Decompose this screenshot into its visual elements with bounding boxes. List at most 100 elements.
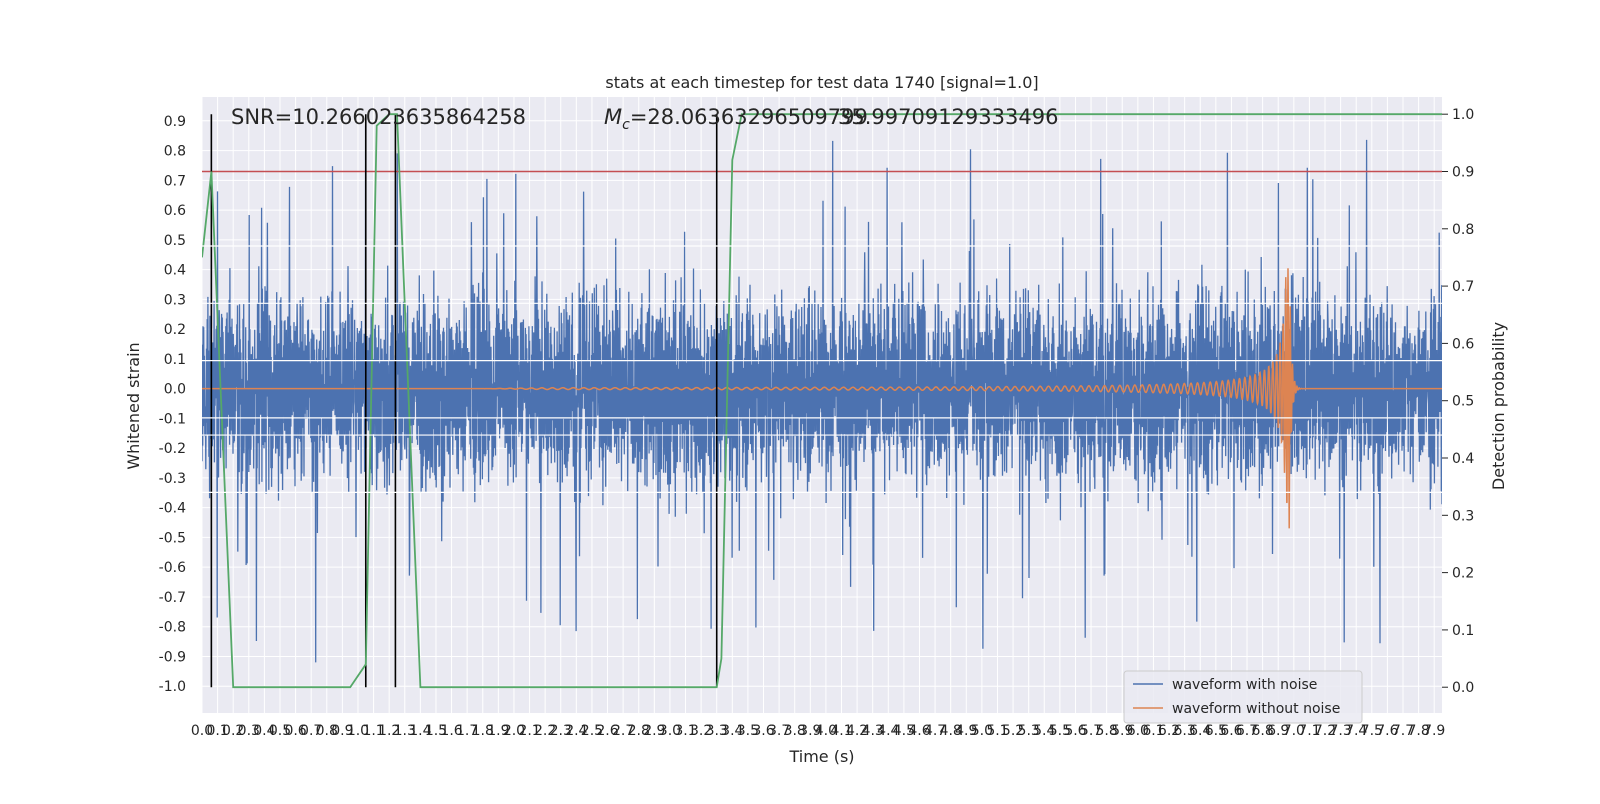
x-tick-label: 2.8 (628, 723, 650, 739)
x-tick-label: 5.0 (971, 723, 993, 739)
x-tick-label: 7.7 (1392, 723, 1414, 739)
y-tick-label: 0.6 (164, 203, 186, 219)
y2-axis-ticks: 1.0 0.9 0.8 0.7 0.6 0.5 0.4 0.3 0.2 0.1 0.0 (1442, 107, 1474, 696)
x-tick-label: 4.3 (862, 723, 884, 739)
y-tick-label: 0.3 (164, 292, 186, 308)
right-axis-grid (202, 245, 1442, 493)
series-detection-probability (202, 113, 1442, 689)
x-tick-label: 6.8 (1251, 723, 1273, 739)
y-tick-label: 0.9 (164, 114, 186, 130)
x-tick-label: 1.7 (456, 723, 478, 739)
x-tick-label: 6.4 (1189, 723, 1211, 739)
x-tick-label: 3.4 (721, 723, 743, 739)
x-tick-label: 0.1 (206, 723, 228, 739)
y-tick-label: -0.1 (159, 411, 186, 427)
x-tick-label: 5.4 (1033, 723, 1055, 739)
x-tick-label: 7.9 (1423, 723, 1445, 739)
x-tick-label: 4.4 (877, 723, 899, 739)
x-tick-label: 6.9 (1267, 723, 1289, 739)
x-tick-label: 0.2 (222, 723, 244, 739)
x-tick-label: 4.9 (955, 723, 977, 739)
x-tick-label: 2.4 (565, 723, 587, 739)
x-tick-label: 5.7 (1080, 723, 1102, 739)
x-tick-label: 0.7 (300, 723, 322, 739)
annotation-chirp-mass-symbol: M (604, 105, 622, 129)
x-tick-label: 6.2 (1158, 723, 1180, 739)
annotation-snr: SNR=10.266023635864258 (231, 105, 526, 129)
x-tick-label: 0.8 (316, 723, 338, 739)
x-tick-label: 5.3 (1018, 723, 1040, 739)
y-tick-label: -0.6 (159, 560, 186, 576)
x-tick-label: 4.7 (924, 723, 946, 739)
x-tick-label: 3.7 (768, 723, 790, 739)
x-tick-label: 2.9 (643, 723, 665, 739)
y2-tick-label: 0.9 (1452, 164, 1474, 180)
x-tick-label: 3.3 (706, 723, 728, 739)
x-tick-label: 6.7 (1236, 723, 1258, 739)
x-tick-label: 6.6 (1220, 723, 1242, 739)
x-tick-label: 1.2 (378, 723, 400, 739)
annotation-chirp-mass-subscript: c (622, 117, 630, 133)
x-tick-label: 5.9 (1111, 723, 1133, 739)
x-tick-label: 0.6 (284, 723, 306, 739)
x-tick-label: 5.5 (1049, 723, 1071, 739)
y2-tick-label: 0.2 (1452, 566, 1474, 582)
x-tick-label: 4.1 (830, 723, 852, 739)
x-tick-label: 2.2 (534, 723, 556, 739)
x-tick-label: 2.6 (596, 723, 618, 739)
x-tick-label: 2.5 (581, 723, 603, 739)
y2-tick-label: 0.5 (1452, 394, 1474, 410)
x-tick-label: 0.4 (253, 723, 275, 739)
x-tick-label: 7.3 (1329, 723, 1351, 739)
x-tick-label: 6.5 (1205, 723, 1227, 739)
x-tick-label: 2.7 (612, 723, 634, 739)
x-tick-label: 3.6 (752, 723, 774, 739)
x-tick-label: 3.9 (799, 723, 821, 739)
y-tick-label: 0.5 (164, 233, 186, 249)
x-tick-label: 5.2 (1002, 723, 1024, 739)
x-tick-label: 7.4 (1345, 723, 1367, 739)
x-tick-label: 3.1 (674, 723, 696, 739)
y-axis-label: Whitened strain (124, 342, 143, 469)
x-tick-label: 3.0 (659, 723, 681, 739)
y-tick-label: -0.7 (159, 590, 186, 606)
x-tick-label: 6.1 (1142, 723, 1164, 739)
x-tick-label: 1.6 (440, 723, 462, 739)
y-tick-label: 0.8 (164, 144, 186, 160)
x-tick-label: 4.2 (846, 723, 868, 739)
x-tick-label: 4.8 (940, 723, 962, 739)
x-tick-label: 2.0 (503, 723, 525, 739)
x-tick-label: 7.6 (1376, 723, 1398, 739)
x-tick-label: 2.3 (550, 723, 572, 739)
y-tick-label: -0.4 (159, 501, 186, 517)
legend-box (1123, 670, 1363, 724)
chart-title: stats at each timestep for test data 174… (605, 73, 1038, 92)
y-tick-label: 0.2 (164, 322, 186, 338)
x-tick-label: 6.0 (1127, 723, 1149, 739)
x-tick-label: 7.2 (1314, 723, 1336, 739)
x-tick-label: 1.0 (347, 723, 369, 739)
x-tick-label: 5.6 (1064, 723, 1086, 739)
x-tick-label: 1.1 (362, 723, 384, 739)
y-tick-label: 0.4 (164, 263, 186, 279)
y-tick-label: -0.5 (159, 530, 186, 546)
x-tick-label: 0.3 (238, 723, 260, 739)
y2-tick-label: 0.6 (1452, 336, 1474, 352)
x-tick-label: 1.4 (409, 723, 431, 739)
y-tick-label: -0.8 (159, 620, 186, 636)
y2-tick-label: 0.0 (1452, 680, 1474, 696)
x-axis-ticks: 0.00.10.20.30.40.50.60.70.80.91.01.11.21… (191, 723, 1445, 739)
x-tick-label: 7.8 (1407, 723, 1429, 739)
x-tick-label: 5.1 (986, 723, 1008, 739)
x-tick-label: 7.0 (1283, 723, 1305, 739)
x-tick-label: 3.8 (784, 723, 806, 739)
x-tick-label: 1.5 (425, 723, 447, 739)
x-tick-label: 2.1 (518, 723, 540, 739)
y-tick-label: 0.7 (164, 173, 186, 189)
x-tick-label: 4.5 (893, 723, 915, 739)
x-tick-label: 7.1 (1298, 723, 1320, 739)
y2-axis-label: Detection probability (1489, 322, 1508, 490)
y-tick-label: 0.1 (164, 352, 186, 368)
y-tick-label: -0.3 (159, 471, 186, 487)
legend-label-with-noise: waveform with noise (1172, 677, 1317, 693)
